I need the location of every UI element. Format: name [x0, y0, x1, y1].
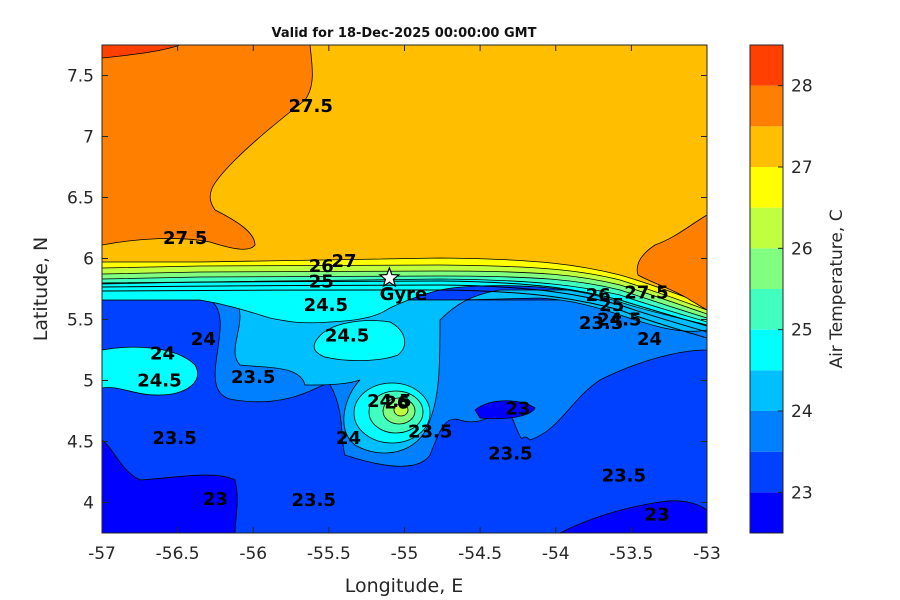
contour-label: 24 [150, 344, 175, 365]
contour-label: 23.5 [488, 444, 532, 465]
peak-ring-26 [393, 403, 409, 417]
colorbar-tick-label: 23 [791, 483, 813, 503]
colorbar-label: Air Temperature, C [827, 209, 847, 368]
x-tick-label: -57 [88, 544, 116, 564]
colorbar-swatch [750, 126, 783, 167]
contour-label: 24.5 [367, 391, 411, 412]
x-tick-label: -56.5 [156, 544, 200, 564]
x-tick-label: -55 [391, 544, 419, 564]
contour-label: 25 [599, 295, 624, 316]
contour-label: 26 [586, 285, 611, 306]
x-tick-label: -53.5 [609, 544, 653, 564]
contour-label: 24.5 [597, 310, 641, 331]
contour-label: 24 [336, 428, 361, 449]
y-tick-label: 5 [83, 372, 94, 392]
band-26.5-27 [102, 254, 707, 311]
y-tick-label: 4 [83, 494, 94, 514]
colorbar-tick-label: 26 [791, 239, 813, 259]
band-22.5-23-se [559, 500, 707, 533]
x-tick-label: -54 [542, 544, 570, 564]
contour-line-coast-3 [102, 289, 707, 339]
x-tick-label: -55.5 [307, 544, 351, 564]
marker-label: Gyre [380, 284, 428, 305]
y-tick-label: 6.5 [67, 189, 94, 209]
contour-label: 27.5 [163, 228, 207, 249]
contour-label: 25 [309, 272, 334, 293]
colorbar-swatch [750, 248, 783, 289]
contour-label: 23.5 [231, 367, 275, 388]
contour-label: 27 [331, 251, 356, 272]
y-tick-label: 5.5 [67, 311, 94, 331]
colorbar-frame [749, 44, 784, 534]
chart-title: Valid for 18-Dec-2025 00:00:00 GMT [272, 26, 537, 41]
contour-label: 23 [505, 399, 530, 420]
markers: Gyre [378, 266, 428, 305]
x-axis: -57 -56.5 -56 -55.5 -55 -54.5 -54 -53.5 -53 [88, 45, 721, 564]
colorbar-swatch [750, 492, 783, 533]
contour-line-coast-2 [102, 284, 707, 333]
contour-label: 23.5 [152, 428, 196, 449]
contour-label: 24.5 [325, 325, 369, 346]
y-axis-label: Latitude, N [30, 237, 52, 342]
y-tick-label: 4.5 [67, 433, 94, 453]
contour-label: 26 [309, 256, 334, 277]
contour-label: 24 [637, 329, 662, 350]
colorbar: 23 24 25 26 27 28 [749, 44, 813, 534]
x-tick-label: -53 [693, 544, 721, 564]
x-axis-label: Longitude, E [345, 575, 464, 597]
colorbar-swatch [750, 451, 783, 493]
colorbar-tick-label: 25 [791, 321, 813, 341]
y-tick-label: 7 [83, 128, 94, 148]
band-24-24.5 [102, 289, 707, 454]
colorbar-swatch [750, 167, 783, 208]
colorbar-swatch [750, 289, 783, 330]
colorbar-swatch [750, 45, 783, 86]
band-24.5-25-west [102, 346, 198, 396]
y-axis: 4 4.5 5 5.5 6 6.5 7 7.5 [67, 67, 707, 514]
y-tick-label: 7.5 [67, 67, 94, 87]
contour-label: 23.5 [579, 313, 623, 334]
colorbar-swatch [750, 411, 783, 452]
x-tick-label: -56 [239, 544, 267, 564]
band-27.5-28-nw [102, 45, 313, 250]
band-27.5-28-east [636, 214, 707, 311]
star-marker [378, 266, 401, 288]
band-24.5-25-center [313, 320, 406, 361]
band-22.5-23-east [474, 400, 536, 420]
contour-label: 27.5 [624, 283, 668, 304]
contour-line-coast-1 [102, 280, 707, 327]
band-25.5-26 [102, 261, 707, 319]
contour-label: 26 [384, 392, 409, 413]
contour-label: 23 [645, 505, 670, 526]
contour-label: 24 [191, 329, 216, 350]
colorbar-tick-label: 28 [791, 77, 813, 97]
colorbar-swatch [750, 207, 783, 249]
contour-label: 24.5 [137, 371, 181, 392]
contour-label: 24.5 [304, 295, 348, 316]
colorbar-swatch [750, 329, 783, 371]
contour-label: 23 [203, 489, 228, 510]
y-tick-label: 6 [83, 250, 94, 270]
colorbar-swatch [750, 370, 783, 411]
contour-label: 23.5 [292, 490, 336, 511]
contour-label: 23.5 [602, 466, 646, 487]
colorbar-tick-label: 27 [791, 158, 813, 178]
colorbar-tick-label: 24 [791, 402, 813, 422]
contour-field [102, 45, 707, 533]
colorbar-swatch [750, 85, 783, 127]
contour-label: 27.5 [289, 96, 333, 117]
band-22.5-23-sw [102, 439, 238, 533]
x-tick-label: -54.5 [458, 544, 502, 564]
contour-label: 23.5 [408, 422, 452, 443]
